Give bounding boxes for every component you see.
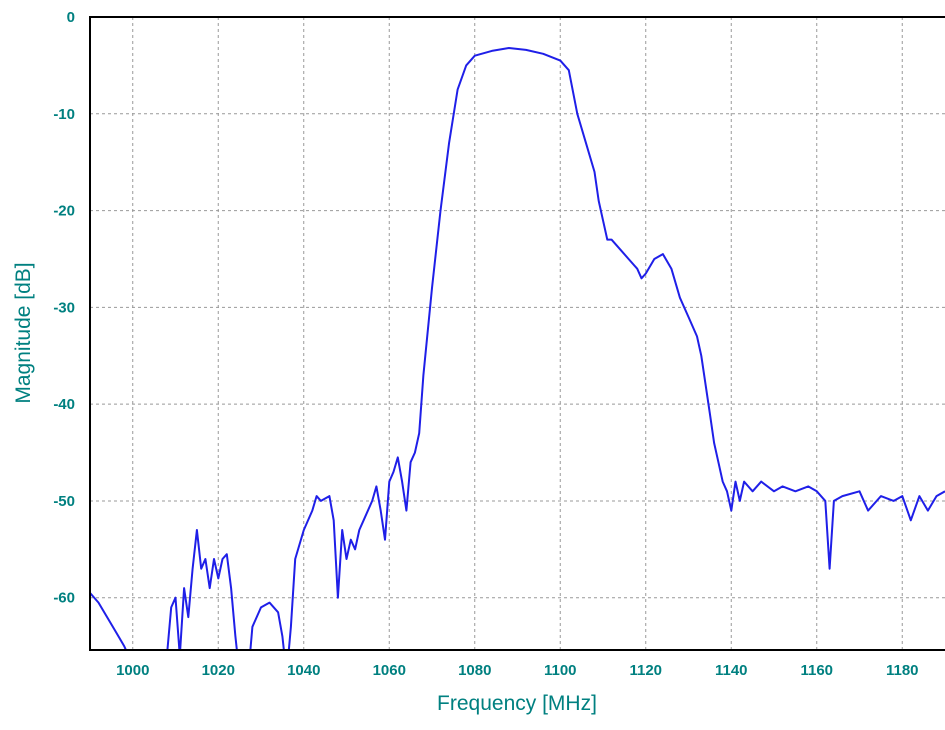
x-tick-label: 1000 [116, 662, 149, 679]
x-tick-label: 1060 [373, 662, 406, 679]
y-tick-label: -10 [53, 106, 75, 123]
x-tick-label: 1040 [287, 662, 320, 679]
y-tick-label: 0 [67, 9, 75, 26]
x-tick-label: 1160 [800, 662, 833, 679]
x-tick-label: 1020 [202, 662, 235, 679]
y-tick-label: -50 [53, 493, 75, 510]
x-tick-label: 1080 [458, 662, 491, 679]
y-tick-label: -20 [53, 203, 75, 220]
x-tick-label: 1140 [715, 662, 748, 679]
x-tick-label: 1100 [544, 662, 577, 679]
data-line [90, 47, 945, 650]
y-tick-label: -60 [53, 590, 75, 607]
x-tick-label: 1120 [629, 662, 662, 679]
y-tick-label: -40 [53, 396, 75, 413]
plot-area [90, 47, 945, 650]
x-axis-title: Frequency [MHz] [437, 692, 597, 715]
y-axis-title: Magnitude [dB] [12, 262, 35, 403]
y-tick-label: -30 [53, 299, 75, 316]
x-tick-label: 1180 [886, 662, 919, 679]
plot-frame [89, 16, 945, 651]
